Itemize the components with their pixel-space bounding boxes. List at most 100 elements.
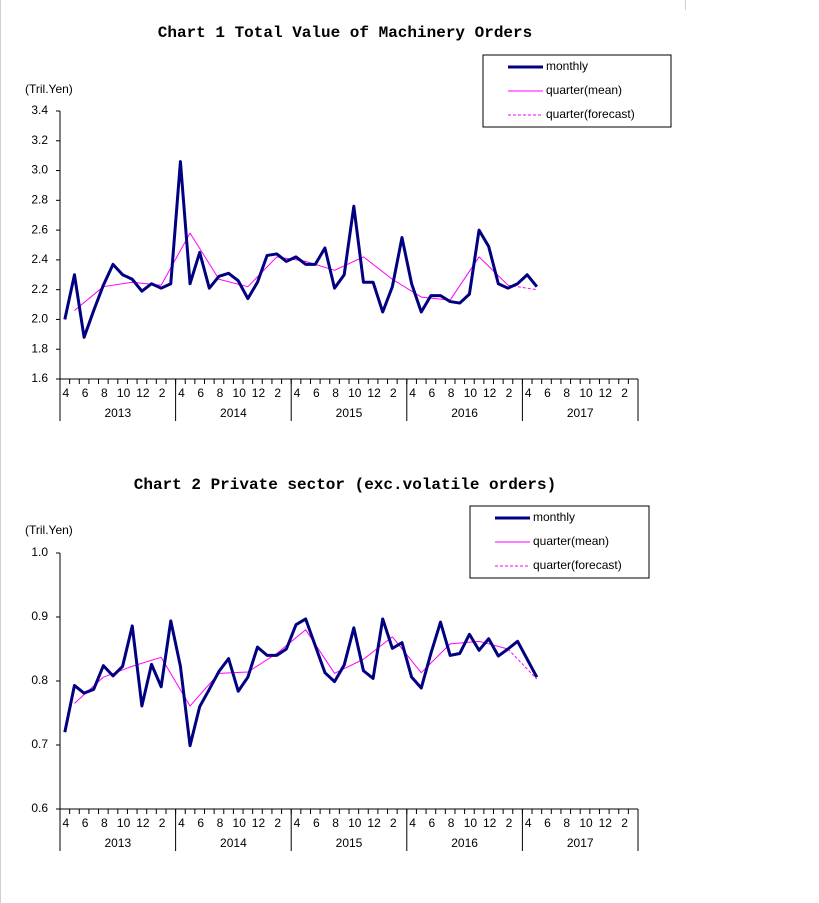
x-tick-label: 10 — [579, 386, 593, 400]
x-tick-label: 12 — [483, 386, 497, 400]
year-label: 2015 — [336, 836, 363, 850]
y-tick-label: 0.8 — [31, 673, 48, 687]
x-tick-label: 12 — [136, 386, 150, 400]
x-tick-label: 8 — [563, 386, 570, 400]
y-tick-label: 0.6 — [31, 801, 48, 815]
x-tick-label: 10 — [464, 816, 478, 830]
x-tick-label: 4 — [525, 386, 532, 400]
series-line — [63, 617, 539, 748]
y-tick-label: 2.0 — [31, 312, 48, 326]
x-tick-label: 6 — [82, 386, 89, 400]
x-tick-label: 2 — [390, 816, 397, 830]
x-tick-label: 6 — [544, 386, 551, 400]
y-tick-label: 3.0 — [31, 163, 48, 177]
legend-label: quarter(mean) — [546, 83, 622, 97]
x-tick-label: 8 — [101, 386, 108, 400]
x-tick-label: 4 — [62, 816, 69, 830]
x-tick-label: 4 — [62, 386, 69, 400]
x-tick-label: 4 — [409, 386, 416, 400]
y-tick-label: 2.6 — [31, 222, 48, 236]
x-tick-label: 12 — [136, 816, 150, 830]
year-label: 2017 — [567, 836, 594, 850]
x-tick-label: 10 — [464, 386, 478, 400]
y-tick-label: 3.2 — [31, 133, 48, 147]
x-tick-label: 12 — [599, 386, 613, 400]
x-tick-label: 4 — [409, 816, 416, 830]
x-tick-label: 6 — [429, 816, 436, 830]
x-tick-label: 2 — [621, 816, 628, 830]
x-tick-label: 10 — [117, 386, 131, 400]
y-tick-label: 3.4 — [31, 103, 48, 117]
x-tick-label: 6 — [429, 386, 436, 400]
x-tick-label: 12 — [483, 816, 497, 830]
year-label: 2014 — [220, 836, 247, 850]
y-tick-label: 1.6 — [31, 371, 48, 385]
x-tick-label: 10 — [348, 816, 362, 830]
x-tick-label: 10 — [233, 386, 247, 400]
chart-title: Chart 1 Total Value of Machinery Orders — [158, 24, 532, 42]
year-label: 2015 — [336, 406, 363, 420]
year-label: 2016 — [451, 406, 478, 420]
x-tick-label: 2 — [390, 386, 397, 400]
y-tick-label: 2.4 — [31, 252, 48, 266]
x-tick-label: 8 — [332, 816, 339, 830]
chart-title: Chart 2 Private sector (exc.volatile ord… — [134, 476, 556, 494]
x-tick-label: 2 — [274, 816, 281, 830]
year-label: 2016 — [451, 836, 478, 850]
x-tick-label: 4 — [178, 816, 185, 830]
y-tick-label: 1.8 — [31, 341, 48, 355]
x-tick-label: 6 — [197, 386, 204, 400]
legend-label: monthly — [546, 59, 588, 73]
x-tick-label: 2 — [159, 816, 166, 830]
legend-label: monthly — [533, 510, 575, 524]
year-label: 2017 — [567, 406, 594, 420]
x-tick-label: 6 — [82, 816, 89, 830]
legend-label: quarter(mean) — [533, 534, 609, 548]
series-line — [507, 648, 538, 680]
x-tick-label: 8 — [563, 816, 570, 830]
y-axis-unit: (Tril.Yen) — [25, 523, 73, 537]
y-tick-label: 1.0 — [31, 545, 48, 559]
series-line — [63, 160, 539, 339]
x-tick-label: 8 — [217, 816, 224, 830]
x-tick-label: 2 — [274, 386, 281, 400]
year-label: 2014 — [220, 406, 247, 420]
legend-label: quarter(forecast) — [533, 558, 622, 572]
x-tick-label: 6 — [313, 386, 320, 400]
x-tick-label: 12 — [599, 816, 613, 830]
x-tick-label: 12 — [367, 816, 381, 830]
year-label: 2013 — [104, 836, 131, 850]
y-axis-unit: (Tril.Yen) — [25, 82, 73, 96]
x-tick-label: 4 — [525, 816, 532, 830]
y-tick-label: 0.7 — [31, 737, 48, 751]
x-tick-label: 4 — [294, 386, 301, 400]
x-tick-label: 4 — [178, 386, 185, 400]
x-tick-label: 4 — [294, 816, 301, 830]
x-tick-label: 10 — [117, 816, 131, 830]
x-tick-label: 8 — [332, 386, 339, 400]
legend-label: quarter(forecast) — [546, 107, 635, 121]
y-tick-label: 0.9 — [31, 609, 48, 623]
x-tick-label: 6 — [197, 816, 204, 830]
x-tick-label: 8 — [101, 816, 108, 830]
x-tick-label: 2 — [506, 386, 513, 400]
x-tick-label: 12 — [252, 816, 266, 830]
series-line — [74, 629, 509, 707]
x-tick-label: 6 — [313, 816, 320, 830]
y-tick-label: 2.8 — [31, 193, 48, 207]
x-tick-label: 2 — [506, 816, 513, 830]
x-tick-label: 10 — [233, 816, 247, 830]
x-tick-label: 12 — [367, 386, 381, 400]
x-tick-label: 8 — [217, 386, 224, 400]
x-tick-label: 8 — [448, 386, 455, 400]
x-tick-label: 2 — [159, 386, 166, 400]
series-line — [74, 232, 509, 311]
x-tick-label: 10 — [579, 816, 593, 830]
y-tick-label: 2.2 — [31, 282, 48, 296]
year-label: 2013 — [104, 406, 131, 420]
x-tick-label: 12 — [252, 386, 266, 400]
x-tick-label: 6 — [544, 816, 551, 830]
x-tick-label: 2 — [621, 386, 628, 400]
